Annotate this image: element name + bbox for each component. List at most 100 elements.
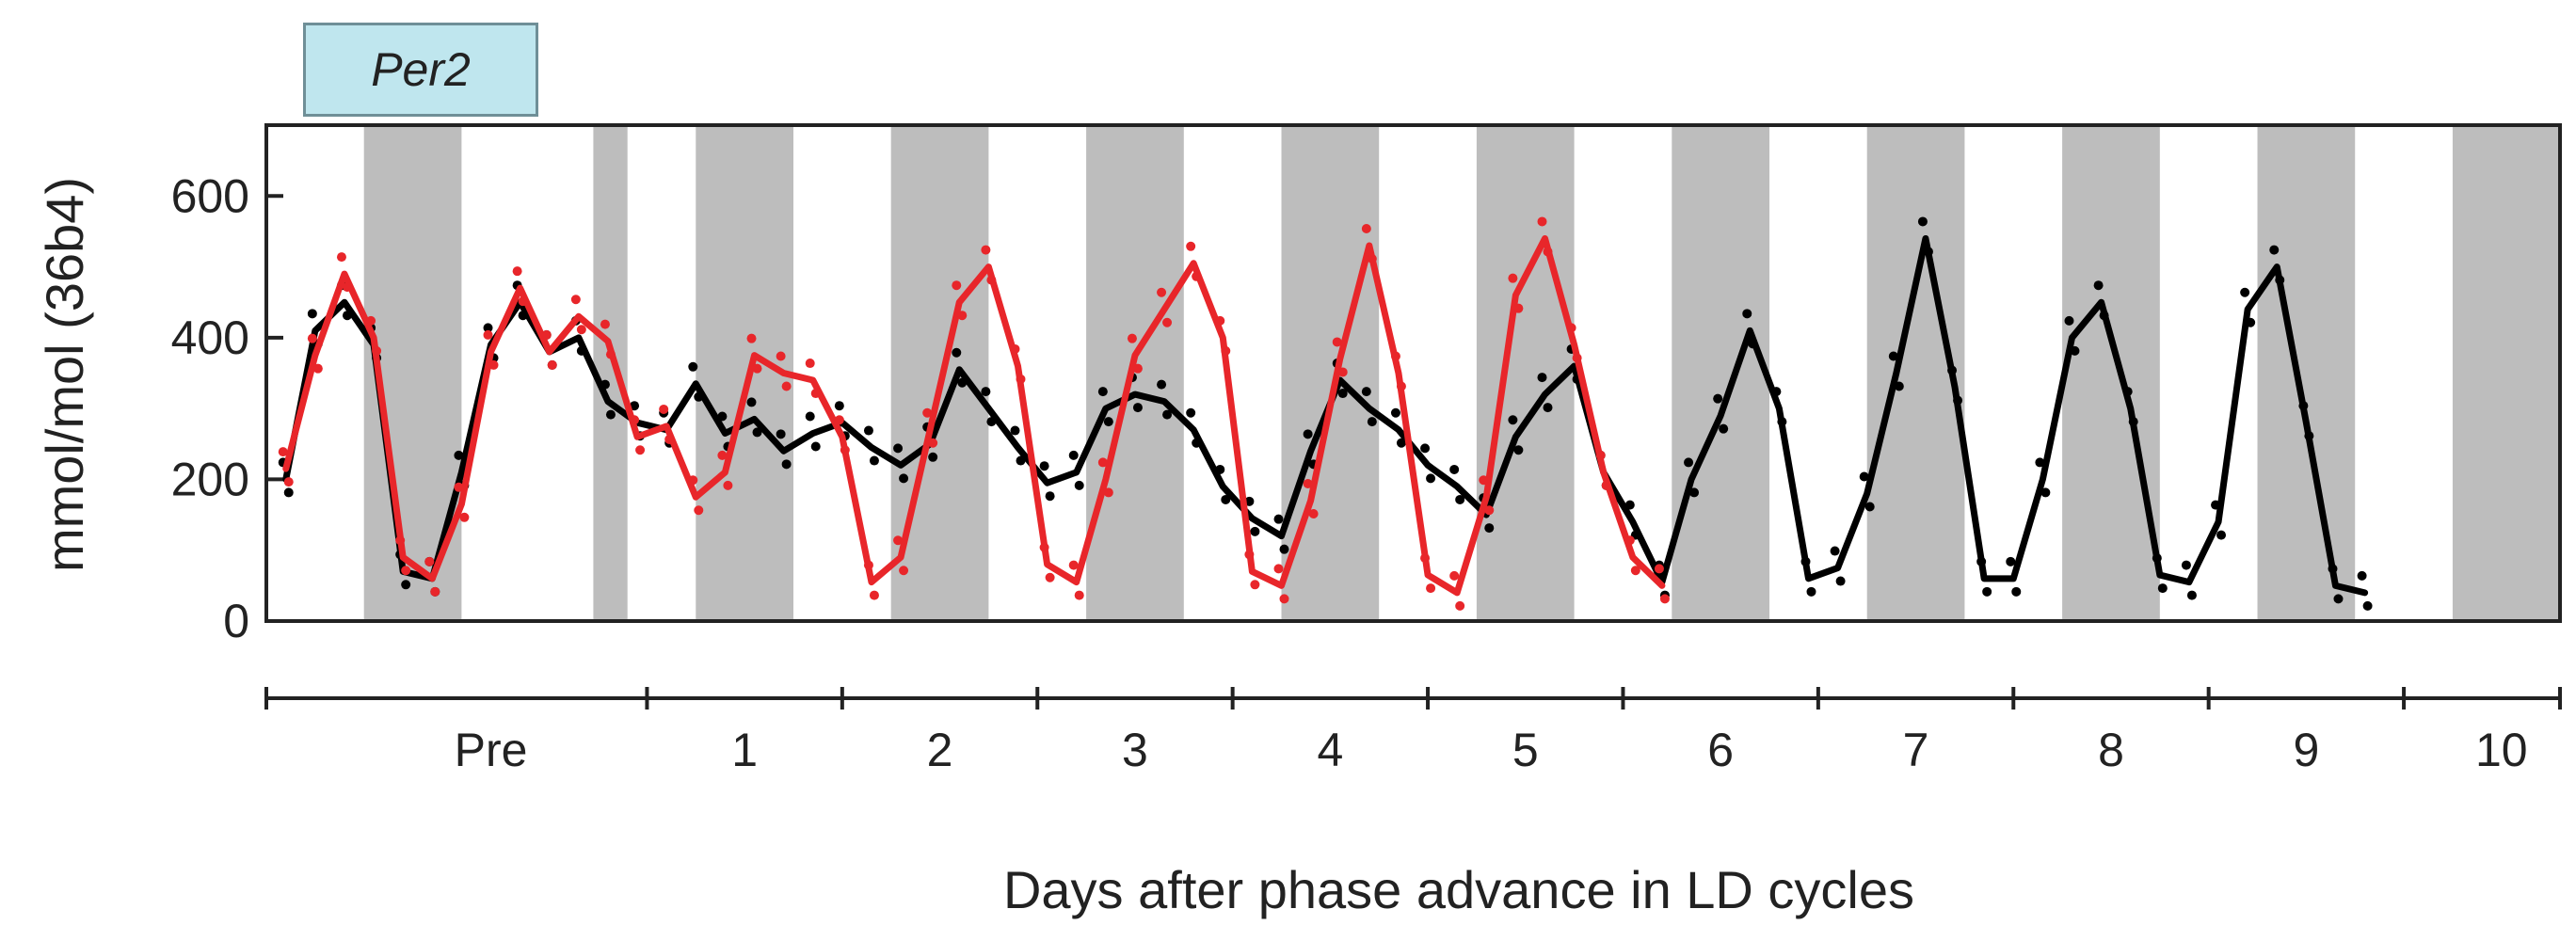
- series-1-point-47-rep-0: [1654, 564, 1664, 574]
- series-1-point-10-rep-1: [576, 325, 586, 335]
- series-0-point-25-rep-0: [1010, 425, 1020, 436]
- y-tick-label-400: 400: [171, 311, 249, 364]
- series-0-point-70-rep-0: [2328, 564, 2338, 574]
- series-1-point-33-rep-1: [1250, 580, 1260, 590]
- day-label-1: 1: [731, 724, 758, 776]
- series-0-point-2-rep-1: [342, 311, 352, 321]
- series-0-point-61-rep-1: [2070, 345, 2080, 356]
- series-0-point-30-rep-0: [1157, 379, 1167, 390]
- series-1-point-22-rep-1: [928, 438, 938, 448]
- series-1-point-3-rep-1: [372, 345, 382, 356]
- series-1-point-22-rep-0: [922, 407, 933, 418]
- series-1-point-21-rep-0: [893, 535, 904, 546]
- series-0-point-57-rep-1: [1953, 395, 1963, 406]
- series-1-point-38-rep-0: [1390, 351, 1400, 361]
- series-1-point-7-rep-1: [488, 359, 499, 370]
- series-1-point-13-rep-1: [664, 434, 675, 444]
- gene-label: Per2: [371, 43, 471, 96]
- series-1-point-42-rep-1: [1513, 303, 1524, 313]
- series-1-point-34-rep-1: [1279, 594, 1289, 604]
- series-0-point-37-rep-0: [1361, 387, 1371, 397]
- series-1-point-9-rep-1: [547, 359, 557, 370]
- series-0-point-62-rep-0: [2093, 280, 2104, 291]
- series-1-point-28-rep-1: [1103, 487, 1113, 498]
- series-0-point-65-rep-0: [2181, 560, 2191, 570]
- series-1-point-15-rep-0: [717, 450, 728, 460]
- series-1-point-11-rep-1: [605, 349, 616, 359]
- y-tick-label-600: 600: [171, 169, 249, 222]
- series-0-point-35-rep-0: [1303, 429, 1313, 439]
- series-1-point-12-rep-0: [630, 415, 640, 425]
- series-1-point-25-rep-1: [1016, 374, 1026, 384]
- series-0-point-34-rep-1: [1279, 544, 1289, 554]
- series-1-point-16-rep-1: [752, 363, 762, 374]
- series-1-point-2-rep-1: [342, 282, 352, 293]
- series-1-point-4-rep-1: [401, 566, 411, 576]
- series-0-point-49-rep-0: [1713, 393, 1723, 404]
- series-0-point-64-rep-0: [2152, 553, 2162, 564]
- series-1-point-20-rep-0: [863, 560, 873, 570]
- series-0-point-19-rep-0: [834, 401, 844, 411]
- series-0-point-71-rep-0: [2357, 570, 2367, 581]
- series-1-point-36-rep-1: [1337, 367, 1348, 377]
- series-1-point-35-rep-0: [1303, 479, 1313, 489]
- series-0-point-28-rep-0: [1097, 387, 1108, 397]
- series-0-point-0-rep-1: [283, 487, 294, 498]
- series-1-point-31-rep-0: [1186, 241, 1196, 251]
- series-0-point-16-rep-1: [752, 427, 762, 438]
- series-1-point-43-rep-1: [1543, 247, 1553, 257]
- series-0-point-33-rep-1: [1250, 526, 1260, 536]
- series-1-point-40-rep-0: [1449, 570, 1460, 581]
- series-1-point-45-rep-1: [1601, 480, 1611, 490]
- series-1-point-19-rep-1: [840, 445, 850, 455]
- dark-band-11: [2452, 125, 2560, 621]
- series-1-point-5-rep-1: [430, 586, 440, 597]
- series-1-point-37-rep-0: [1361, 223, 1371, 233]
- series-0-point-54-rep-1: [1864, 502, 1875, 512]
- series-1-point-46-rep-1: [1630, 566, 1640, 576]
- series-1-point-46-rep-0: [1624, 535, 1635, 546]
- series-1-point-30-rep-1: [1162, 317, 1173, 327]
- series-0-point-27-rep-1: [1074, 480, 1084, 490]
- series-0-point-1-rep-0: [307, 309, 317, 319]
- dark-band-6: [1476, 125, 1575, 621]
- series-1-point-37-rep-1: [1367, 253, 1377, 263]
- series-1-point-10-rep-0: [570, 295, 581, 305]
- series-0-point-51-rep-0: [1771, 387, 1782, 397]
- series-0-point-46-rep-0: [1624, 500, 1635, 510]
- series-1-point-35-rep-1: [1308, 509, 1319, 519]
- series-1-point-28-rep-0: [1097, 457, 1108, 468]
- series-0-point-68-rep-0: [2269, 245, 2280, 255]
- series-1-point-32-rep-0: [1215, 315, 1225, 326]
- series-0-point-56-rep-1: [1923, 247, 1933, 257]
- series-1-point-43-rep-0: [1537, 216, 1547, 227]
- dark-band-10: [2257, 125, 2356, 621]
- series-0-point-59-rep-0: [2006, 556, 2016, 566]
- series-0-point-16-rep-0: [746, 397, 757, 407]
- series-0-point-31-rep-0: [1186, 407, 1196, 418]
- series-0-point-51-rep-1: [1777, 417, 1787, 427]
- series-0-point-68-rep-1: [2275, 275, 2285, 285]
- series-0-point-43-rep-0: [1537, 373, 1547, 383]
- y-tick-label-200: 200: [171, 453, 249, 505]
- series-0-point-26-rep-1: [1045, 491, 1055, 502]
- series-0-point-11-rep-0: [600, 379, 610, 390]
- series-0-point-4-rep-1: [401, 580, 411, 590]
- series-0-point-15-rep-0: [717, 411, 728, 422]
- series-1-point-41-rep-1: [1484, 505, 1495, 516]
- series-0-point-42-rep-1: [1513, 445, 1524, 455]
- series-1-point-23-rep-0: [952, 280, 962, 291]
- series-1-point-1-rep-0: [307, 333, 317, 343]
- series-0-point-24-rep-0: [981, 387, 991, 397]
- series-0-point-53-rep-1: [1835, 576, 1846, 586]
- series-1-point-44-rep-1: [1572, 353, 1582, 363]
- day-label-4: 4: [1317, 724, 1343, 776]
- series-0-point-20-rep-0: [863, 425, 873, 436]
- series-0-point-31-rep-1: [1192, 438, 1202, 448]
- series-0-point-29-rep-1: [1132, 403, 1143, 413]
- series-0-point-32-rep-1: [1221, 494, 1231, 504]
- series-0-point-18-rep-1: [810, 441, 821, 452]
- series-0-point-23-rep-0: [952, 347, 962, 358]
- dark-band-7: [1672, 125, 1770, 621]
- y-tick-label-0: 0: [223, 595, 249, 647]
